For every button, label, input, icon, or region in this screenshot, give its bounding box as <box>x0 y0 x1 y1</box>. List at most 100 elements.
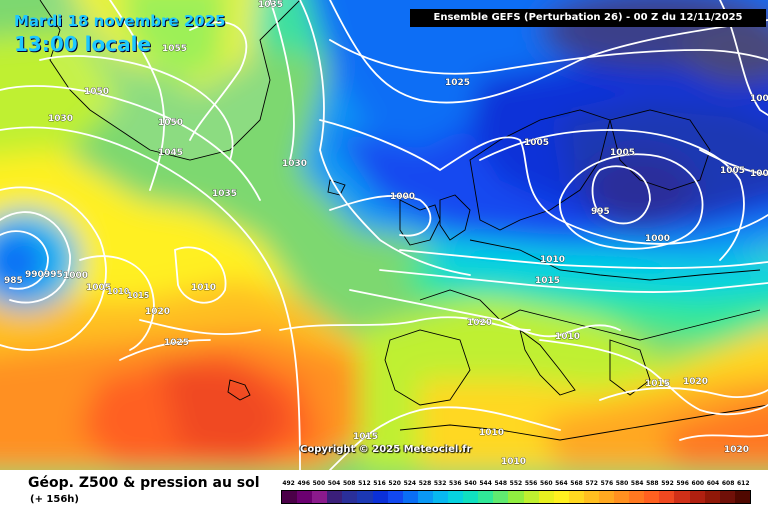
isobar-label: 1020 <box>145 307 170 317</box>
forecast-map: 1035 1055 1050 1030 1050 1045 1035 1030 … <box>0 0 768 470</box>
legend-swatch <box>312 491 328 503</box>
isobar-label: 1035 <box>212 189 237 199</box>
legend-value: 600 <box>691 480 705 487</box>
lead-time: (+ 156h) <box>30 494 79 505</box>
legend-value: 580 <box>615 480 629 487</box>
forecast-date: Mardi 18 novembre 2025 <box>14 12 226 30</box>
isobar-label: 1010 <box>555 332 580 342</box>
isobar-label-extra: 1015 <box>127 291 150 300</box>
land-masses <box>39 0 768 441</box>
legend-swatch <box>493 491 509 503</box>
footer-panel: Géop. Z500 & pression au sol (+ 156h) 49… <box>0 470 768 512</box>
isobar-label: 1035 <box>258 0 283 10</box>
legend-swatch <box>644 491 660 503</box>
legend-swatch <box>508 491 524 503</box>
isobar-label: 1005 <box>610 148 635 158</box>
legend-swatch <box>674 491 690 503</box>
legend-swatch <box>719 491 735 503</box>
legend-swatch <box>357 491 373 503</box>
isobar-label: 1005 <box>750 94 768 104</box>
legend-value: 556 <box>524 480 538 487</box>
legend-swatch <box>417 491 433 503</box>
legend-swatch <box>583 491 599 503</box>
legend-swatch <box>432 491 449 503</box>
legend-value: 496 <box>297 480 310 487</box>
product-title: Géop. Z500 & pression au sol <box>28 475 260 491</box>
isobar-label: 1010 <box>540 255 565 265</box>
legend-swatch <box>523 491 539 503</box>
isobar-label: 995 <box>44 270 63 280</box>
isobar-label: 1030 <box>48 114 73 124</box>
legend-swatch <box>614 491 630 503</box>
isobar-label: 1015 <box>645 379 670 389</box>
isobar-label: 985 <box>4 276 23 286</box>
isobar-label: 1020 <box>683 377 708 387</box>
legend-value: 528 <box>418 480 432 487</box>
model-run-banner: Ensemble GEFS (Perturbation 26) - 00 Z d… <box>410 9 766 27</box>
isobar-label: 1045 <box>158 148 183 158</box>
isobar-label: 1000 <box>390 192 415 202</box>
legend-value: 584 <box>630 480 644 487</box>
legend-value: 576 <box>600 480 614 487</box>
isobar-label: 1025 <box>445 78 470 88</box>
legend-swatch <box>372 491 388 503</box>
legend-value: 516 <box>373 480 386 487</box>
legend-swatch <box>463 491 479 503</box>
legend-swatch <box>659 491 675 503</box>
legend-value: 548 <box>494 480 508 487</box>
isobar-label: 1015 <box>353 432 378 442</box>
legend-swatch <box>327 491 343 503</box>
isobars <box>0 0 768 470</box>
legend-value: 544 <box>479 480 492 487</box>
legend-swatch <box>734 491 750 503</box>
legend-value: 552 <box>509 480 523 487</box>
legend-value: 592 <box>661 480 674 487</box>
legend-value: 596 <box>676 480 689 487</box>
isobar-label: 995 <box>591 207 610 217</box>
legend-value: 568 <box>570 480 583 487</box>
isobar-label: 1010 <box>479 428 504 438</box>
legend-swatch <box>297 491 313 503</box>
legend-value: 564 <box>555 480 568 487</box>
legend-value: 560 <box>539 480 553 487</box>
legend-value: 524 <box>403 480 417 487</box>
copyright-notice: Copyright © 2025 Meteociel.fr <box>300 444 472 455</box>
isobar-label: 1010 <box>501 457 526 467</box>
legend-value: 536 <box>449 480 462 487</box>
isobar-label: 1005 <box>86 283 111 293</box>
legend-swatch <box>402 491 418 503</box>
legend-swatch <box>629 491 645 503</box>
legend-swatch <box>387 491 403 503</box>
isobar-label: 1025 <box>164 338 189 348</box>
legend-value: 588 <box>646 480 659 487</box>
isobar-label: 1055 <box>162 44 187 54</box>
color-legend-bar <box>281 490 751 504</box>
isobar-label: 1000 <box>63 271 88 281</box>
isobar-label: 1010 <box>191 283 216 293</box>
forecast-local-time: 13:00 locale <box>14 32 151 56</box>
legend-value: 508 <box>342 480 356 487</box>
isobar-label: 1000 <box>750 169 768 179</box>
isobar-label: 1015 <box>535 276 560 286</box>
legend-swatch <box>282 491 298 503</box>
legend-swatch <box>568 491 584 503</box>
isobar-label: 1005 <box>524 138 549 148</box>
legend-value: 612 <box>737 480 750 487</box>
legend-swatch <box>538 491 554 503</box>
color-legend-values: 492 496 500 504 508 512 516 520 524 528 532 536 540 5… <box>281 479 751 489</box>
isobar-labels: 1035 1055 1050 1030 1050 1045 1035 1030 … <box>4 0 768 467</box>
legend-swatch <box>478 491 494 503</box>
legend-value: 540 <box>464 480 477 487</box>
isobar-label: 990 <box>25 270 44 280</box>
legend-swatch <box>689 491 705 503</box>
legend-swatch <box>598 491 615 503</box>
legend-value: 520 <box>388 480 401 487</box>
legend-value: 512 <box>358 480 371 487</box>
legend-value: 500 <box>312 480 326 487</box>
legend-swatch <box>704 491 720 503</box>
isobar-label: 1020 <box>724 445 749 455</box>
legend-value: 532 <box>433 480 447 487</box>
isobar-label: 1030 <box>282 159 307 169</box>
legend-value: 492 <box>282 480 295 487</box>
